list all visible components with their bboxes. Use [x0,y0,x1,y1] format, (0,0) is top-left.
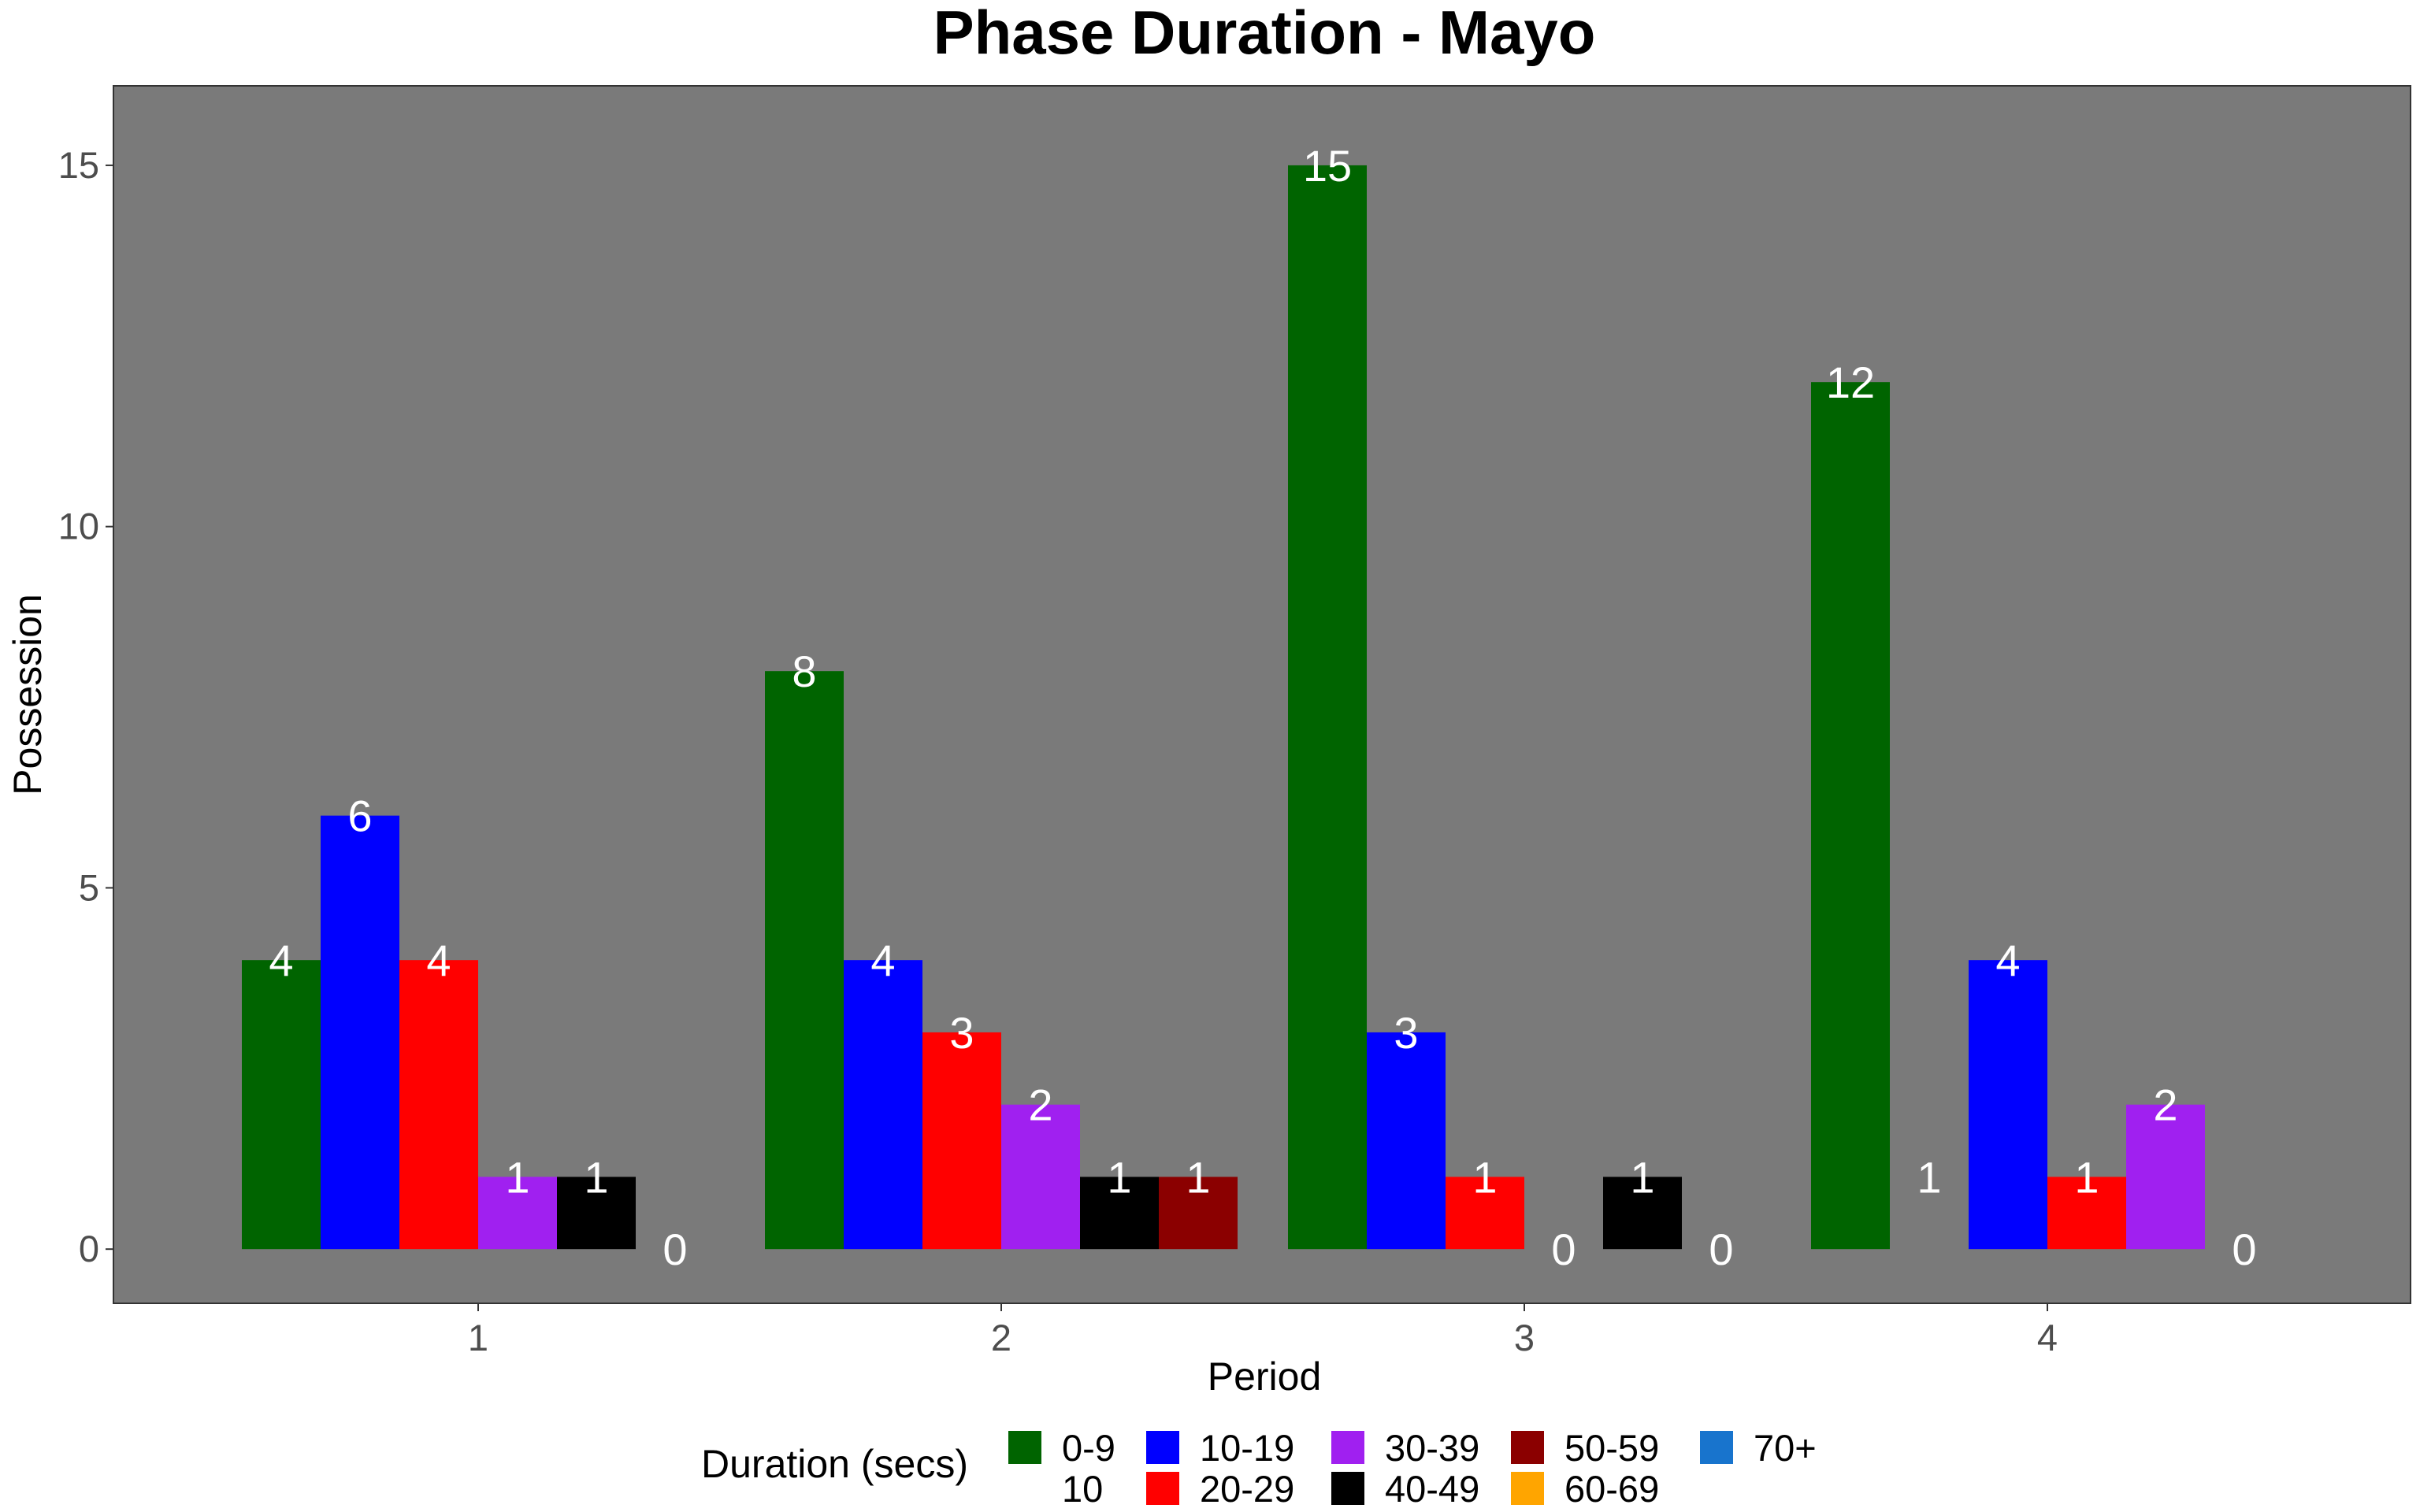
x-axis-label: Period [1208,1354,1322,1399]
data-label: 1 [505,1152,529,1202]
bar-period-4-10-19 [1969,960,2047,1250]
bar-period-4-0-9 [1811,382,1890,1250]
legend-entry-label: 0-9 [1062,1427,1115,1469]
data-label: 1 [1630,1152,1654,1202]
bar-period-1-30-39 [478,1177,557,1250]
y-tick-label: 5 [79,866,99,908]
legend-key [1146,1472,1179,1505]
data-label: 3 [1394,1008,1418,1058]
legend-entry-label: 20-29 [1200,1468,1294,1510]
legend-key [1331,1472,1364,1505]
data-label: 0 [1551,1225,1576,1274]
data-label: 1 [1107,1152,1131,1202]
bar-period-3-0-9 [1288,165,1367,1250]
bar-period-2-50-59 [1159,1177,1238,1250]
bar-period-1-10-19 [321,815,399,1250]
data-label: 0 [1709,1225,1733,1274]
legend-key [1008,1431,1041,1464]
data-label: 3 [949,1008,974,1058]
x-tick-label: 3 [1514,1317,1535,1358]
legend-entry-label: 60-69 [1564,1468,1659,1510]
legend-entry-label: 10-19 [1200,1427,1294,1469]
bar-period-1-20-29 [399,960,478,1250]
data-label: 4 [1995,936,2020,985]
bars-layer [242,165,2205,1250]
data-label: 4 [269,936,293,985]
bar-period-2-20-29 [922,1032,1001,1250]
legend-title: Duration (secs) [701,1442,968,1486]
data-label: 2 [1028,1080,1052,1130]
bar-period-3-20-29 [1446,1177,1524,1250]
x-tick-label: 2 [991,1317,1011,1358]
legend-key [1511,1472,1544,1505]
legend-key [1331,1431,1364,1464]
data-label: 0 [2232,1225,2256,1274]
legend-key [1700,1431,1733,1464]
data-label: 1 [2074,1152,2099,1202]
bar-period-4-30-39 [2126,1104,2205,1250]
chart-title: Phase Duration - Mayo [933,0,1596,67]
legend-key [1146,1431,1179,1464]
x-tick-label: 1 [468,1317,488,1358]
data-label: 4 [870,936,895,985]
y-axis-label: Possession [6,594,50,795]
legend-entry-label: 70+ [1754,1427,1817,1469]
x-axis: 1 2 3 4 [468,1303,2058,1358]
bar-period-2-40-49 [1080,1177,1159,1250]
data-label: 2 [2153,1080,2177,1130]
legend-entry-label: 50-59 [1564,1427,1659,1469]
bar-period-3-10-19 [1367,1032,1446,1250]
data-label: 4 [426,936,451,985]
data-label: 1 [1917,1152,1941,1202]
y-tick-label: 10 [58,506,99,547]
data-label: 1 [584,1152,608,1202]
data-label: 8 [792,647,816,696]
data-label: 12 [1826,358,1875,407]
bar-period-1-0-9 [242,960,321,1250]
data-label: 15 [1303,141,1352,191]
x-tick-label: 4 [2037,1317,2058,1358]
legend-entry-label: 30-39 [1385,1427,1479,1469]
y-tick-label: 15 [58,144,99,186]
bar-period-4-20-29 [2047,1177,2126,1250]
legend-key [1511,1431,1544,1464]
data-label: 1 [1472,1152,1497,1202]
bar-period-2-0-9 [765,671,844,1250]
data-label: 6 [347,791,372,841]
bar-period-2-30-39 [1001,1104,1080,1250]
bar-period-1-40-49 [557,1177,636,1250]
y-tick-label: 0 [79,1228,99,1269]
bar-period-2-10-19 [844,960,922,1250]
bar-period-3-40-49 [1603,1177,1682,1250]
y-axis: 0 5 10 15 [58,144,113,1269]
legend-entry-label: 10 [1062,1468,1103,1510]
data-label: 1 [1186,1152,1210,1202]
legend-entry-label: 40-49 [1385,1468,1479,1510]
data-label: 0 [663,1225,687,1274]
